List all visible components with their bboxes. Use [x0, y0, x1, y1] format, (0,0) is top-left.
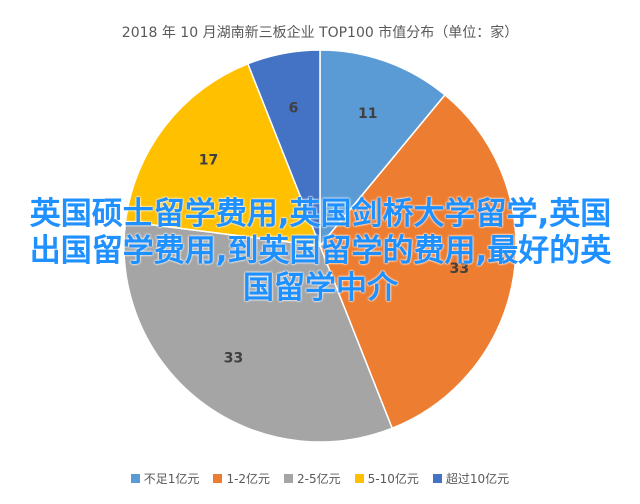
legend-label: 1-2亿元 [226, 472, 271, 486]
data-label-1to2: 33 [450, 261, 469, 277]
legend-label: 2-5亿元 [297, 472, 341, 486]
pie-slice-gt10 [246, 49, 321, 247]
legend-swatch [432, 474, 442, 483]
data-label-lt1: 11 [358, 106, 377, 122]
data-label-2to5: 33 [224, 351, 243, 367]
legend-item-2to5: 2-5亿元 [284, 470, 341, 487]
overlay-text: 英国硕士留学费用,英国剑桥大学留学,英国出国留学费用,到英国留学的费用,最好的英… [29, 196, 612, 306]
legend-item-gt10: 超过10亿元 [432, 470, 510, 487]
data-label-5to10: 17 [199, 153, 218, 169]
pie-slice-5to10 [124, 62, 322, 247]
legend-swatch [284, 474, 294, 483]
legend: 不足1亿元 1-2亿元 2-5亿元 5-10亿元 超过10亿元 [0, 470, 640, 487]
legend-label: 5-10亿元 [367, 472, 419, 486]
legend-swatch [354, 474, 364, 483]
data-label-gt10: 6 [289, 100, 299, 116]
legend-swatch [130, 474, 140, 483]
legend-label: 超过10亿元 [445, 472, 510, 486]
pie-slice-lt1 [319, 49, 446, 249]
chart-title: 2018 年 10 月湖南新三板企业 TOP100 市值分布（单位：家） [121, 25, 519, 41]
legend-item-lt1: 不足1亿元 [130, 470, 200, 487]
legend-swatch [213, 474, 223, 483]
pie-slice-1to2 [319, 93, 517, 430]
legend-label: 不足1亿元 [143, 472, 200, 486]
legend-item-1to2: 1-2亿元 [213, 470, 270, 487]
legend-item-5to10: 5-10亿元 [354, 470, 419, 487]
pie-slice-2to5 [123, 220, 394, 443]
